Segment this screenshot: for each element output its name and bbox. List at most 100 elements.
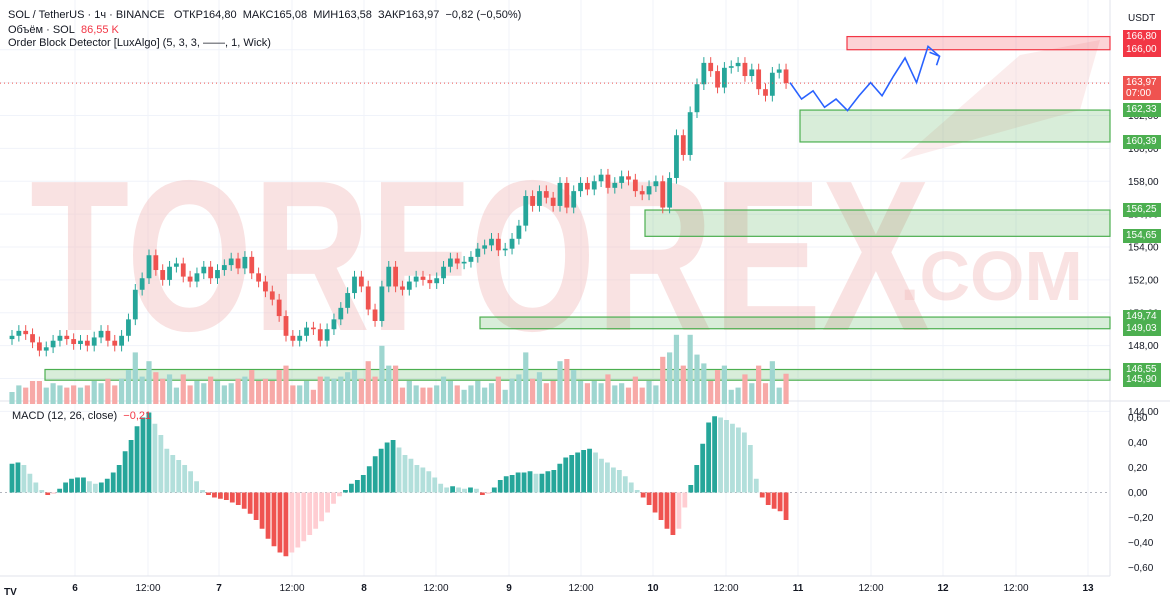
- price-tag-zone_green: 156,25: [1123, 203, 1161, 218]
- volume-bar: [667, 352, 673, 404]
- candle: [317, 329, 323, 341]
- volume-bar: [434, 385, 440, 404]
- candle: [146, 255, 152, 279]
- macd-legend[interactable]: MACD (12, 26, close) −0,21: [12, 410, 151, 423]
- price-axis-label: 144,00: [1128, 407, 1159, 418]
- macd-bar: [539, 473, 545, 493]
- macd-bar: [366, 466, 372, 493]
- macd-bar: [783, 492, 789, 520]
- candle: [482, 245, 488, 249]
- volume-bar: [488, 383, 495, 404]
- macd-bar: [253, 492, 259, 520]
- macd-bar: [319, 492, 325, 522]
- volume-bar: [50, 383, 56, 404]
- candle: [37, 342, 42, 351]
- macd-bar: [75, 477, 80, 493]
- macd-bar: [378, 448, 384, 493]
- volume-bar: [338, 376, 344, 404]
- macd-bar: [485, 492, 491, 494]
- order-block-bullish: [799, 109, 1111, 143]
- macd-bar: [116, 465, 122, 493]
- symbol-title[interactable]: SOL / TetherUS · 1ч · BINANCE: [8, 9, 165, 21]
- price-axis-label: 154,00: [1128, 243, 1159, 254]
- volume-bar: [468, 385, 474, 404]
- volume-bar: [180, 374, 186, 404]
- macd-bar: [682, 492, 688, 508]
- candle: [400, 286, 405, 290]
- macd-axis-label: 0,20: [1128, 463, 1148, 474]
- macd-bar: [348, 483, 354, 493]
- volume-bar: [386, 365, 392, 404]
- volume-bar: [214, 381, 221, 404]
- time-axis-label: 13: [1082, 583, 1094, 594]
- order-block-bearish: [846, 35, 1111, 51]
- macd-bar: [98, 482, 104, 493]
- candle: [557, 182, 563, 206]
- macd-bar: [587, 448, 592, 493]
- candle: [413, 276, 419, 282]
- candle: [126, 319, 131, 336]
- volume-bar: [708, 381, 714, 404]
- macd-bar: [658, 492, 664, 520]
- volume-bar: [297, 385, 303, 404]
- candle: [78, 340, 83, 345]
- tradingview-logo[interactable]: TV: [4, 587, 17, 598]
- macd-bar: [605, 462, 610, 493]
- candle: [646, 186, 652, 195]
- macd-bar: [759, 492, 765, 498]
- macd-bar: [194, 481, 199, 493]
- volume-bar: [64, 387, 70, 404]
- candle: [242, 256, 248, 269]
- candles: [0, 57, 1110, 357]
- candle: [365, 286, 371, 310]
- candle: [290, 335, 296, 341]
- volume-bar: [351, 370, 358, 404]
- candle: [386, 266, 392, 287]
- candle: [639, 191, 645, 195]
- candle: [84, 340, 90, 346]
- candle: [338, 307, 344, 320]
- time-axis-label: 9: [506, 583, 512, 594]
- candle: [221, 265, 227, 271]
- candle: [187, 276, 193, 282]
- volume-value: 86,55 K: [80, 24, 119, 36]
- macd-bar: [223, 492, 229, 500]
- macd-bar: [533, 473, 539, 493]
- volume-bar: [262, 378, 269, 404]
- indicator-legend[interactable]: Order Block Detector [LuxAlgo] (5, 3, 3,…: [8, 37, 271, 50]
- candle: [235, 258, 241, 269]
- volume-bar: [632, 376, 638, 404]
- macd-bar: [384, 442, 390, 493]
- price-tag-zone_green: 146,55: [1123, 362, 1161, 377]
- macd-bar: [307, 492, 313, 535]
- macd-bar: [616, 470, 622, 493]
- volume-bar: [413, 385, 419, 404]
- volume-legend[interactable]: Объём · SOL 86,55 K: [8, 24, 119, 37]
- price-tag-zone_green: 149,74: [1123, 310, 1161, 325]
- macd-bar: [700, 443, 706, 493]
- candle: [756, 69, 762, 90]
- macd-bar: [563, 457, 569, 493]
- macd-bar: [372, 456, 378, 493]
- currency-label[interactable]: USDT: [1128, 13, 1156, 24]
- macd-bar: [110, 472, 116, 493]
- volume-bar: [440, 376, 447, 404]
- candle: [550, 197, 556, 206]
- candle: [23, 330, 29, 335]
- macd-bar: [241, 492, 247, 509]
- symbol-legend: SOL / TetherUS · 1ч · BINANCE ОТКР164,80…: [8, 9, 521, 22]
- macd-bar: [176, 460, 182, 493]
- candle: [71, 339, 77, 345]
- volume-bar: [228, 383, 234, 404]
- volume-bar: [221, 385, 227, 404]
- volume-bar: [345, 372, 351, 404]
- macd-bar: [664, 492, 670, 529]
- price-tag-last: 163,97 07:00: [1123, 76, 1161, 101]
- macd-bar: [521, 472, 527, 493]
- low-value: МИН163,58: [313, 9, 372, 21]
- volume-bar: [201, 383, 207, 404]
- macd-bar: [325, 492, 330, 513]
- order-blocks: [44, 35, 1111, 381]
- macd-axis-label: −0,60: [1128, 563, 1154, 574]
